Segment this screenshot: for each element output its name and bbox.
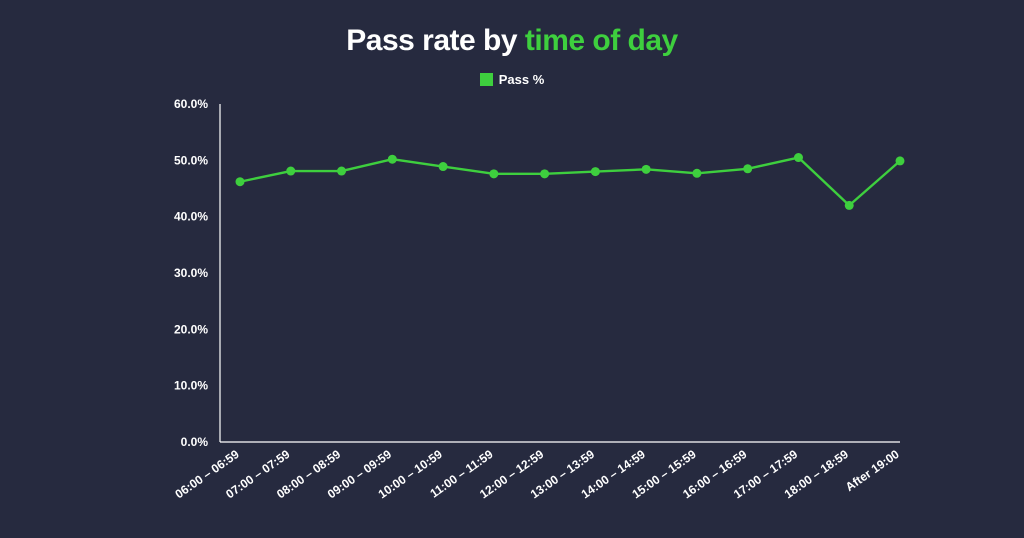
data-point [337,167,346,176]
line-chart: 0.0%10.0%20.0%30.0%40.0%50.0%60.0%06:00 … [0,90,1024,538]
chart-legend: Pass % [0,72,1024,87]
data-point [896,156,905,165]
data-point [439,162,448,171]
y-tick-label: 60.0% [174,97,208,111]
data-line [240,158,900,206]
data-point [388,155,397,164]
data-point [489,169,498,178]
y-tick-label: 20.0% [174,322,208,336]
legend-swatch [480,73,493,86]
chart-title-prefix: Pass rate by [346,24,525,57]
data-point [591,167,600,176]
y-tick-label: 0.0% [181,435,209,449]
data-point [642,165,651,174]
y-tick-label: 40.0% [174,210,208,224]
data-point [286,167,295,176]
y-tick-label: 50.0% [174,153,208,167]
y-tick-label: 10.0% [174,379,208,393]
data-point [743,164,752,173]
legend-label: Pass % [499,72,545,87]
data-point [845,201,854,210]
chart-title: Pass rate by time of day [0,24,1024,58]
data-point [236,177,245,186]
chart-title-accent: time of day [525,24,678,57]
x-tick-label: After 19:00 [843,447,902,494]
data-point [794,153,803,162]
data-point [692,169,701,178]
data-point [540,169,549,178]
y-tick-label: 30.0% [174,266,208,280]
